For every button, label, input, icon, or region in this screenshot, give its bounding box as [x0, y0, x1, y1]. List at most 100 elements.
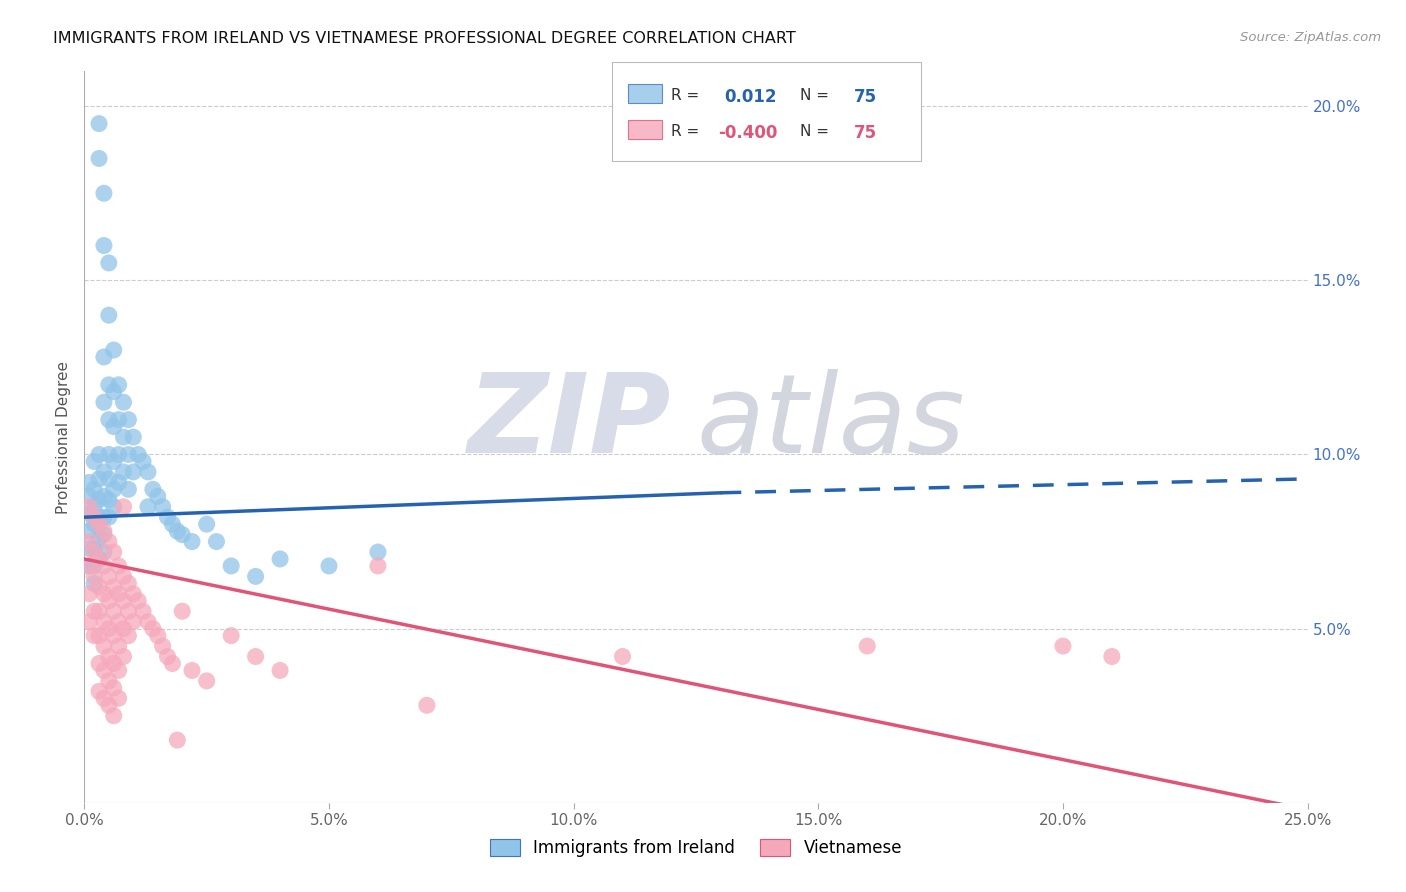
Point	[93, 395, 115, 409]
Legend: Immigrants from Ireland, Vietnamese: Immigrants from Ireland, Vietnamese	[484, 832, 908, 864]
Point	[97, 472, 120, 486]
Point	[97, 510, 120, 524]
Point	[245, 569, 267, 583]
Point	[112, 395, 135, 409]
Point	[87, 552, 110, 566]
Point	[97, 594, 120, 608]
Point	[87, 629, 110, 643]
Point	[127, 594, 149, 608]
Point	[112, 465, 135, 479]
Point	[103, 500, 125, 514]
Point	[83, 483, 105, 497]
Point	[107, 691, 129, 706]
Point	[1052, 639, 1074, 653]
Point	[122, 615, 145, 629]
Point	[107, 587, 129, 601]
Point	[416, 698, 439, 713]
Point	[107, 412, 129, 426]
Point	[132, 454, 155, 468]
Point	[97, 649, 120, 664]
Text: Source: ZipAtlas.com: Source: ZipAtlas.com	[1240, 31, 1381, 45]
Point	[117, 604, 139, 618]
Point	[97, 412, 120, 426]
Point	[93, 587, 115, 601]
Point	[156, 649, 179, 664]
Point	[93, 664, 115, 678]
Point	[1101, 649, 1123, 664]
Text: N =: N =	[800, 88, 834, 103]
Point	[103, 708, 125, 723]
Point	[97, 698, 120, 713]
Point	[93, 489, 115, 503]
Point	[97, 569, 120, 583]
Point	[112, 500, 135, 514]
Point	[93, 510, 115, 524]
Point	[87, 510, 110, 524]
Point	[77, 475, 100, 490]
Point	[103, 657, 125, 671]
Point	[107, 448, 129, 462]
Text: 75: 75	[853, 88, 876, 106]
Point	[97, 256, 120, 270]
Point	[97, 308, 120, 322]
Point	[367, 558, 389, 573]
Point	[87, 492, 110, 507]
Point	[117, 483, 139, 497]
Point	[103, 604, 125, 618]
Point	[93, 639, 115, 653]
Point	[103, 629, 125, 643]
Point	[93, 238, 115, 252]
Point	[103, 384, 125, 399]
Point	[77, 534, 100, 549]
Point	[87, 531, 110, 545]
Point	[77, 507, 100, 521]
Point	[93, 527, 115, 541]
Point	[136, 615, 159, 629]
Point	[97, 492, 120, 507]
Point	[87, 580, 110, 594]
Point	[97, 622, 120, 636]
Point	[93, 691, 115, 706]
Point	[245, 649, 267, 664]
Point	[103, 343, 125, 357]
Point	[127, 448, 149, 462]
Point	[107, 664, 129, 678]
Text: 75: 75	[853, 124, 876, 142]
Point	[83, 541, 105, 556]
Point	[77, 558, 100, 573]
Point	[83, 510, 105, 524]
Point	[117, 448, 139, 462]
Point	[97, 448, 120, 462]
Point	[367, 545, 389, 559]
Point	[103, 483, 125, 497]
Text: R =: R =	[671, 88, 704, 103]
Point	[97, 534, 120, 549]
Point	[166, 733, 188, 747]
Text: N =: N =	[800, 124, 834, 139]
Point	[87, 517, 110, 532]
Point	[146, 489, 169, 503]
Point	[77, 524, 100, 538]
Point	[87, 448, 110, 462]
Text: IMMIGRANTS FROM IRELAND VS VIETNAMESE PROFESSIONAL DEGREE CORRELATION CHART: IMMIGRANTS FROM IRELAND VS VIETNAMESE PR…	[53, 31, 796, 46]
Point	[107, 558, 129, 573]
Point	[87, 657, 110, 671]
Point	[142, 483, 165, 497]
Point	[269, 552, 291, 566]
Point	[83, 545, 105, 559]
Point	[112, 622, 135, 636]
Point	[166, 524, 188, 538]
Point	[87, 552, 110, 566]
Point	[83, 558, 105, 573]
Point	[269, 664, 291, 678]
Point	[107, 475, 129, 490]
Point	[83, 569, 105, 583]
Point	[122, 587, 145, 601]
Point	[856, 639, 879, 653]
Point	[87, 684, 110, 698]
Point	[146, 629, 169, 643]
Y-axis label: Professional Degree: Professional Degree	[56, 360, 72, 514]
Text: 0.012: 0.012	[724, 88, 776, 106]
Point	[83, 517, 105, 532]
Point	[195, 673, 218, 688]
